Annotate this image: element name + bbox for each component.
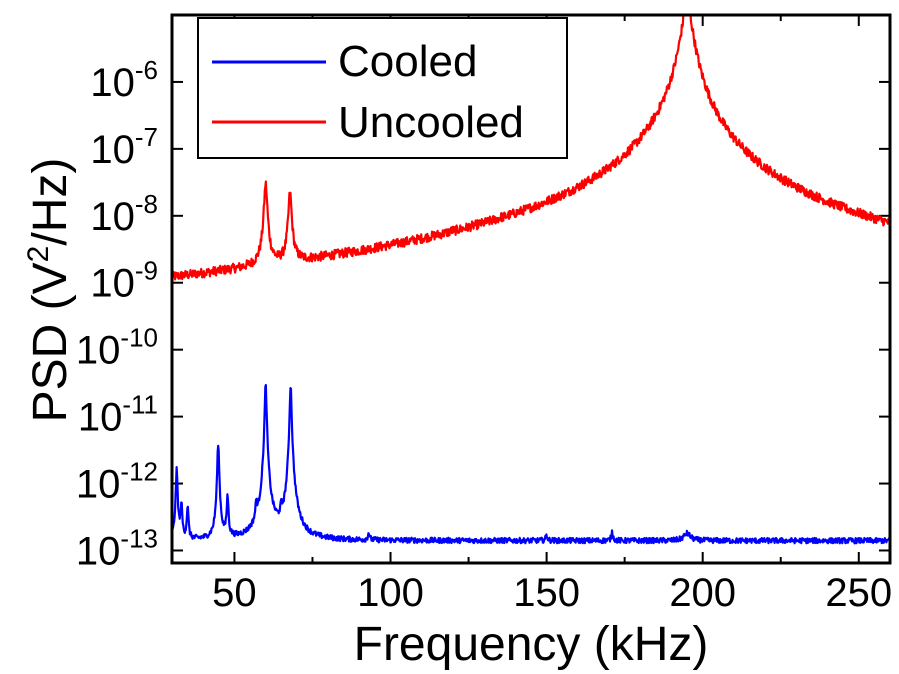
x-tick-label: 100	[357, 571, 424, 615]
x-tick-labels: 50 100 150 200 250	[212, 571, 892, 615]
y-tick-label: 10-9	[90, 256, 158, 306]
y-axis-label: PSD (V2/Hz)	[22, 158, 77, 423]
y-tick-label: 10-11	[78, 390, 158, 440]
y-tick-label: 10-7	[90, 122, 158, 172]
y-tick-label: 10-12	[76, 457, 158, 507]
legend: Cooled Uncooled	[197, 17, 568, 159]
y-axis-label-tail: /Hz)	[24, 158, 77, 246]
x-axis-label: Frequency (kHz)	[354, 618, 709, 671]
y-tick-labels: 10-13 10-12 10-11 10-10 10-9 10-8 10-7 10-6	[76, 55, 158, 574]
y-tick-label: 10-10	[76, 323, 158, 373]
legend-box	[197, 17, 568, 159]
y-tick-label: 10-6	[90, 55, 158, 105]
y-tick-label: 10-13	[76, 523, 158, 573]
y-axis-label-base: PSD (V	[24, 262, 77, 422]
plot-frame	[170, 13, 892, 565]
y-tick-label: 10-8	[90, 189, 158, 239]
series-line-cooled	[172, 383, 890, 545]
data-curves	[172, 15, 890, 545]
y-axis-label-superscript: 2	[22, 246, 55, 263]
series-line-uncooled	[172, 15, 890, 281]
x-tick-label: 250	[825, 571, 892, 615]
legend-label-uncooled: Uncooled	[338, 98, 524, 147]
legend-label-cooled: Cooled	[338, 37, 477, 86]
x-tick-label: 200	[669, 571, 736, 615]
x-tick-label: 50	[212, 571, 257, 615]
x-tick-label: 150	[513, 571, 580, 615]
